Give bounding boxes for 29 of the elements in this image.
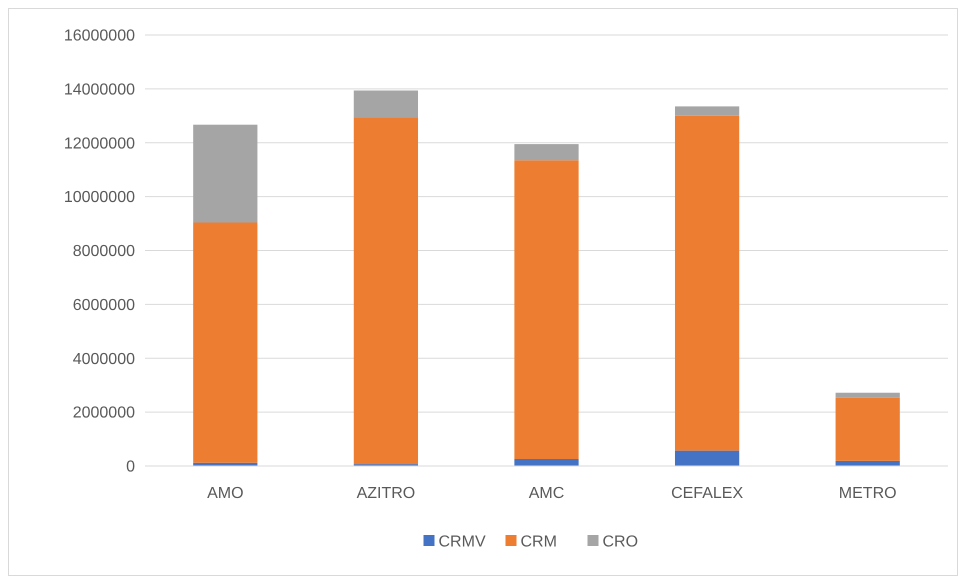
y-tick-label: 16000000 [64,28,136,45]
x-tick-label: CEFALEX [671,485,744,502]
legend-label: CRO [602,534,638,551]
bar [354,90,418,118]
x-tick-label: AZITRO [356,485,416,502]
x-tick-label: AMO [207,485,244,502]
bar [514,160,579,459]
bar [193,124,258,222]
bar [354,117,418,464]
bar [674,106,740,116]
bar [193,222,258,463]
legend-label: CRMV [438,534,486,551]
y-tick-label: 0 [126,458,136,476]
bar [514,458,579,466]
bar [836,398,900,461]
x-tick-label: AMC [528,485,564,502]
y-tick-label: 4000000 [72,350,136,368]
bar [674,116,740,451]
y-tick-label: 10000000 [64,189,136,206]
bar [674,450,740,466]
bar [836,392,900,398]
bar [514,144,579,160]
x-tick-label: METRO [838,485,897,502]
y-tick-label: 8000000 [72,243,136,260]
y-tick-label: 6000000 [72,296,136,314]
y-tick-label: 12000000 [64,135,136,152]
legend-label: CRM [520,534,557,551]
y-tick-label: 14000000 [64,81,136,98]
y-tick-label: 2000000 [72,404,136,422]
